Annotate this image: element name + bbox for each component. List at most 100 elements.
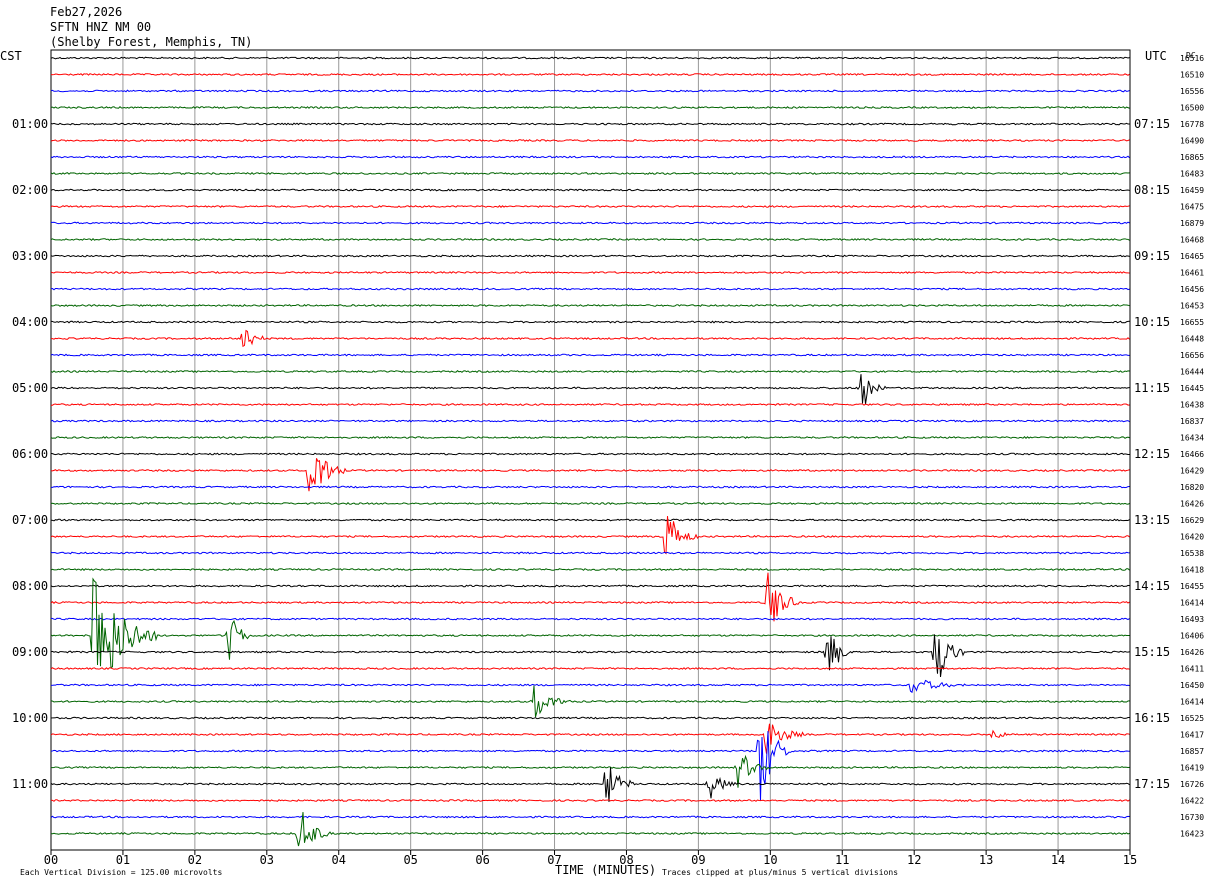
dc-offset-label: 16465 [1180, 252, 1204, 261]
trace-row [50, 56, 1130, 60]
x-tick-label: 05 [403, 853, 417, 867]
traces [50, 56, 1130, 847]
trace-row [50, 221, 1130, 225]
cst-hour-label: 01:00 [12, 117, 48, 131]
dc-offset-label: 16418 [1180, 566, 1204, 575]
dc-column-title: DC [1186, 51, 1196, 60]
trace-row [50, 73, 1130, 76]
trace-row [50, 436, 1130, 439]
dc-offset-label: 16438 [1180, 401, 1204, 410]
dc-offset-label: 16420 [1180, 533, 1204, 542]
dc-offset-label: 16434 [1180, 434, 1204, 443]
trace-row [50, 374, 1130, 405]
plot-date: Feb27,2026 [50, 5, 123, 19]
dc-offset-label: 16493 [1180, 615, 1204, 624]
dc-offset-label: 16475 [1180, 203, 1204, 212]
station-code: SFTN HNZ NM 00 [50, 20, 152, 34]
cst-hour-label: 06:00 [12, 447, 48, 461]
x-tick-label: 00 [44, 853, 58, 867]
trace-row [50, 679, 1130, 694]
trace-row [50, 577, 1130, 669]
dc-offset-label: 16879 [1180, 219, 1204, 228]
trace-row [50, 731, 1130, 801]
x-tick-label: 13 [979, 853, 993, 867]
trace-row [50, 370, 1130, 374]
dc-offset-label: 16516 [1180, 54, 1204, 63]
dc-offset-label: 16445 [1180, 384, 1204, 393]
grid: 00 01 02 03 04 05 06 07 08 09 10 11 12 13 14 15 [44, 49, 1137, 867]
axis-labels: 01:00 02:00 03:00 04:00 05:00 06:00 07:00 08:00… [12, 54, 1204, 839]
plot-frame [50, 49, 1131, 851]
trace-row [50, 287, 1130, 291]
utc-hour-label: 10:15 [1134, 315, 1170, 329]
x-tick-label: 03 [260, 853, 274, 867]
trace-row [50, 452, 1130, 456]
cst-hour-label: 05:00 [12, 381, 48, 395]
x-tick-label: 14 [1051, 853, 1065, 867]
cst-hour-label: 10:00 [12, 711, 48, 725]
cst-hour-label: 11:00 [12, 777, 48, 791]
dc-offset-label: 16461 [1180, 269, 1204, 278]
left-axis-title: CST [0, 49, 22, 63]
trace-row [50, 572, 1130, 622]
x-tick-label: 04 [332, 853, 346, 867]
utc-hour-label: 07:15 [1134, 117, 1170, 131]
dc-offset-label: 16525 [1180, 714, 1204, 723]
trace-row [50, 419, 1130, 423]
dc-offset-label: 16455 [1180, 582, 1204, 591]
cst-hour-label: 07:00 [12, 513, 48, 527]
dc-offset-label: 16414 [1180, 698, 1204, 707]
trace-row [50, 716, 1130, 720]
utc-hour-label: 09:15 [1134, 249, 1170, 263]
dc-offset-label: 16865 [1180, 153, 1204, 162]
dc-offset-label: 16456 [1180, 285, 1204, 294]
dc-offset-label: 16510 [1180, 71, 1204, 80]
trace-row [50, 304, 1130, 307]
dc-offset-label: 16656 [1180, 351, 1204, 360]
utc-hour-label: 13:15 [1134, 513, 1170, 527]
trace-row [50, 634, 1130, 678]
trace-row [50, 188, 1130, 192]
x-tick-label: 12 [907, 853, 921, 867]
trace-row [50, 238, 1130, 241]
cst-hour-label: 04:00 [12, 315, 48, 329]
dc-offset-label: 16419 [1180, 764, 1204, 773]
dc-offset-label: 16500 [1180, 104, 1204, 113]
trace-row [50, 685, 1130, 718]
dc-offset-label: 16726 [1180, 780, 1204, 789]
dc-offset-label: 16655 [1180, 318, 1204, 327]
utc-hour-label: 15:15 [1134, 645, 1170, 659]
trace-row [50, 518, 1130, 522]
trace-row [50, 667, 1130, 670]
trace-row [50, 551, 1130, 555]
trace-row [50, 172, 1130, 175]
utc-hour-label: 14:15 [1134, 579, 1170, 593]
trace-row [50, 139, 1130, 142]
dc-offset-label: 16444 [1180, 368, 1204, 377]
scale-note: Each Vertical Division = 125.00 microvol… [20, 868, 222, 877]
trace-row [50, 205, 1130, 208]
trace-row [50, 767, 1130, 803]
dc-offset-label: 16490 [1180, 137, 1204, 146]
dc-offset-label: 16556 [1180, 87, 1204, 96]
trace-row [50, 815, 1130, 819]
dc-offset-label: 16426 [1180, 500, 1204, 509]
dc-offset-label: 16459 [1180, 186, 1204, 195]
dc-offset-label: 16426 [1180, 648, 1204, 657]
x-tick-label: 10 [763, 853, 777, 867]
dc-offset-label: 16423 [1180, 830, 1204, 839]
dc-offset-label: 16820 [1180, 483, 1204, 492]
utc-hour-label: 17:15 [1134, 777, 1170, 791]
x-tick-label: 06 [475, 853, 489, 867]
trace-row [50, 320, 1130, 324]
clip-note: Traces clipped at plus/minus 5 vertical … [662, 868, 898, 877]
dc-offset-label: 16450 [1180, 681, 1204, 690]
x-tick-label: 15 [1123, 853, 1137, 867]
trace-row [50, 403, 1130, 406]
trace-row [50, 812, 1130, 847]
dc-offset-label: 16730 [1180, 813, 1204, 822]
dc-offset-label: 16453 [1180, 302, 1204, 311]
right-axis-title: UTC [1145, 49, 1167, 63]
x-tick-label: 01 [116, 853, 130, 867]
utc-hour-label: 11:15 [1134, 381, 1170, 395]
